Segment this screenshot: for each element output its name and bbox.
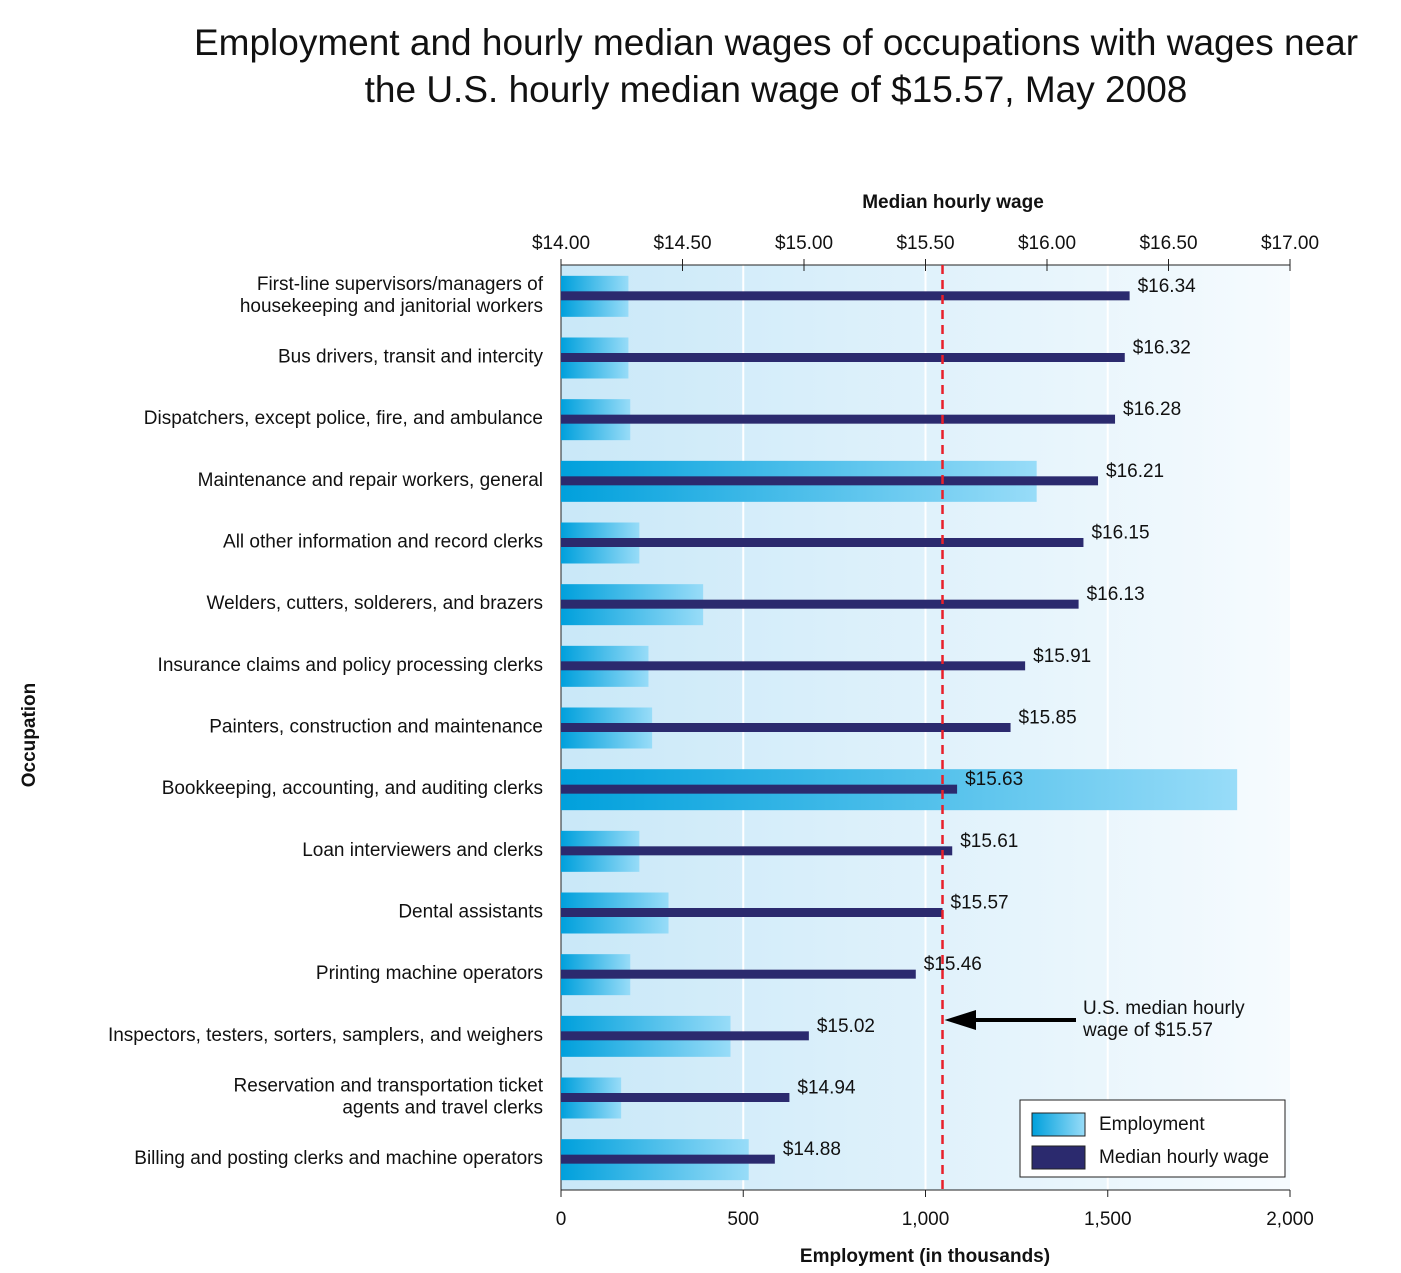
y-axis-title: Occupation [19,683,40,788]
value-label: $16.28 [1123,399,1181,420]
chart-title: Employment and hourly median wages of oc… [194,22,1358,110]
legend-swatch [1031,1112,1086,1137]
value-label: $15.02 [817,1016,875,1037]
wage-bar [561,723,1011,732]
value-label: $16.32 [1133,338,1191,359]
y-tick-label: Bus drivers, transit and intercity [278,347,544,368]
value-label: $15.46 [924,954,982,975]
y-tick-label: Printing machine operators [316,963,543,984]
wage-bar [561,1031,809,1041]
x2-tick-label: $16.00 [1018,233,1076,254]
value-label: $15.85 [1019,708,1077,729]
y-tick-label: Billing and posting clerks and machine o… [134,1148,543,1169]
x-axis-title: Employment (in thousands) [800,1246,1050,1267]
y-tick-label: Painters, construction and maintenance [209,717,543,738]
wage-bar [561,599,1079,609]
value-label: $15.63 [965,769,1023,790]
x2-tick-label: $14.50 [653,233,711,254]
y-tick-label: Dental assistants [398,902,543,923]
value-label: $14.94 [797,1078,856,1099]
wage-bar [561,969,916,979]
annotation: U.S. median hourly wage of $15.57 [1082,998,1245,1041]
wage-bar [561,291,1130,301]
value-label: $15.57 [951,893,1009,914]
y-tick-label: Dispatchers, except police, fire, and am… [144,408,543,429]
x2-tick-label: $14.00 [532,233,590,254]
y-tick-label: Welders, cutters, solderers, and brazers [206,593,543,614]
value-label: $16.21 [1106,461,1164,482]
wage-bar [561,1093,790,1102]
wage-bar [561,538,1084,547]
x2-tick-label: $15.00 [775,233,833,254]
x-tick-label: 1,000 [902,1209,950,1230]
wage-bar [561,661,1026,671]
x-tick-label: 1,500 [1084,1209,1132,1230]
legend-label: Employment [1099,1114,1205,1135]
wage-bar [561,908,943,917]
wage-bar [561,476,1099,486]
y-tick-label: All other information and record clerks [223,532,543,553]
y-tick-label: Loan interviewers and clerks [302,840,543,861]
wage-bar [561,784,958,794]
y-tick-label: Reservation and transportation ticket age… [234,1076,544,1119]
x-tick-label: 2,000 [1266,1209,1314,1230]
y-tick-label: Inspectors, testers, sorters, samplers, … [108,1025,543,1046]
value-label: $15.61 [960,831,1018,852]
y-tick-label: Maintenance and repair workers, general [198,470,543,491]
value-label: $16.15 [1091,523,1149,544]
value-label: $15.91 [1033,646,1091,667]
legend-label: Median hourly wage [1099,1147,1269,1168]
y-tick-label: Insurance claims and policy processing c… [158,655,543,676]
wage-bar [561,353,1125,362]
wage-bar [561,414,1116,424]
value-label: $16.13 [1087,584,1145,605]
annotation-arrowhead [944,1010,976,1030]
wage-bar [561,1154,775,1164]
x2-tick-label: $15.50 [896,233,954,254]
x2-axis-title: Median hourly wage [862,192,1044,213]
x-tick-label: 500 [727,1209,759,1230]
wage-bar [561,846,953,856]
value-label: $16.34 [1138,276,1197,297]
y-tick-label: First-line supervisors/managers of housek… [240,274,544,317]
value-label: $14.88 [783,1139,841,1160]
x2-tick-label: $16.50 [1139,233,1197,254]
x-tick-label: 0 [556,1209,567,1230]
x2-tick-label: $17.00 [1261,233,1319,254]
y-tick-label: Bookkeeping, accounting, and auditing cl… [162,778,543,799]
legend-swatch [1031,1145,1086,1170]
